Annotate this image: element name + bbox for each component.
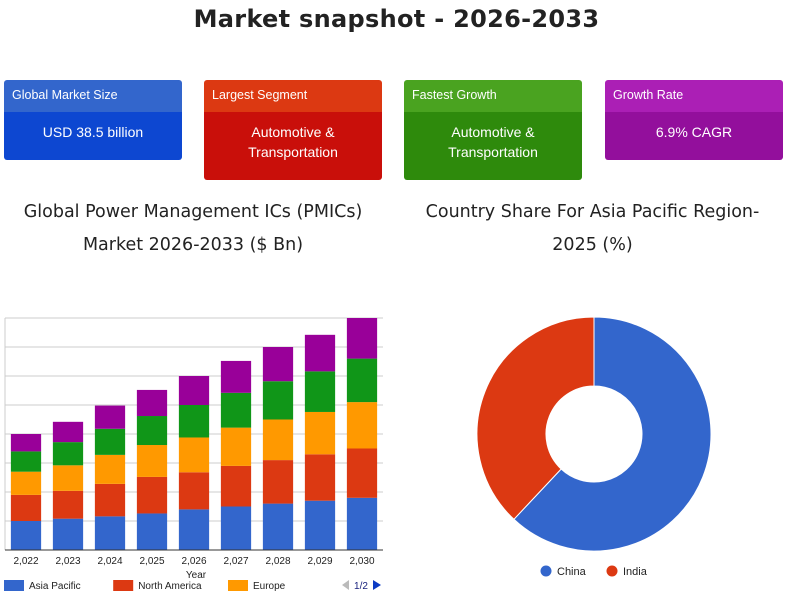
donut-slice (476, 316, 595, 520)
bar-segment (178, 437, 210, 473)
legend-next-icon[interactable] (373, 580, 381, 590)
largest-segment-card: Largest Segment Automotive & Transportat… (204, 80, 382, 180)
x-tick-label: 2,028 (265, 556, 290, 567)
bar-segment (94, 483, 126, 517)
legend-swatch (540, 565, 552, 577)
x-axis-title: Year (186, 570, 207, 581)
bar-segment (10, 494, 42, 521)
bar-segment (220, 506, 252, 550)
bar-chart-title: Global Power Management ICs (PMICs) Mark… (23, 202, 363, 255)
bar-segment (52, 442, 84, 466)
bar-segment (220, 360, 252, 393)
bar-segment (346, 318, 378, 359)
bar-segment (262, 503, 294, 550)
bar-segment (262, 460, 294, 504)
pie-chart-title: Country Share For Asia Pacific Region-20… (425, 202, 760, 255)
bar-segment (178, 472, 210, 510)
global-market-size-card: Global Market Size USD 38.5 billion (4, 80, 182, 160)
bar-segment (262, 347, 294, 382)
legend-swatch (606, 565, 618, 577)
fastest-growth-card: Fastest Growth Automotive & Transportati… (404, 80, 582, 180)
card-value: 6.9% CAGR (605, 112, 783, 160)
legend-label: North America (138, 581, 202, 592)
bar-segment (304, 411, 336, 455)
card-label: Growth Rate (605, 80, 783, 112)
bar-segment (94, 428, 126, 455)
x-tick-label: 2,024 (97, 556, 122, 567)
legend-label: China (557, 566, 587, 578)
bar-segment (220, 392, 252, 428)
bar-segment (304, 334, 336, 372)
bar-segment (94, 454, 126, 484)
bar-segment (136, 389, 168, 417)
card-label: Fastest Growth (404, 80, 582, 112)
bar-segment (10, 434, 42, 452)
bar-segment (178, 405, 210, 438)
growth-rate-card: Growth Rate 6.9% CAGR (605, 80, 783, 160)
stacked-bar-chart: 2,022 2,023 2,024 2,025 2,026 2,027 2,028 2,029… (4, 317, 383, 592)
bar-segment (52, 518, 84, 550)
donut-chart: China India (476, 316, 712, 578)
bar-segment (10, 451, 42, 472)
legend-label: Europe (253, 581, 286, 592)
x-tick-label: 2,022 (13, 556, 38, 567)
bar-segment (136, 513, 168, 550)
bar-segment (346, 497, 378, 550)
x-tick-label: 2,029 (307, 556, 332, 567)
x-tick-label: 2,026 (181, 556, 206, 567)
bar-segment (346, 358, 378, 403)
bar-segment (178, 509, 210, 550)
bar-segment (52, 421, 84, 443)
bar-segment (10, 521, 42, 550)
bar-segment (52, 490, 84, 519)
legend-label: India (623, 566, 648, 578)
bar-segment (220, 427, 252, 466)
legend-swatch (4, 580, 24, 591)
donut-slice (513, 316, 712, 552)
bar-segment (94, 516, 126, 550)
bar-segment (136, 445, 168, 477)
x-tick-label: 2,030 (349, 556, 374, 567)
bar-segment (10, 471, 42, 495)
bar-segment (136, 476, 168, 514)
x-tick-label: 2,025 (139, 556, 164, 567)
bar-segment (346, 402, 378, 449)
x-tick-label: 2,027 (223, 556, 248, 567)
bar-segment (346, 448, 378, 498)
bar-segment (304, 500, 336, 550)
card-value: USD 38.5 billion (4, 112, 182, 160)
legend-page-indicator: 1/2 (354, 581, 368, 592)
legend-prev-icon[interactable] (342, 580, 349, 590)
bar-segment (136, 416, 168, 446)
bar-segment (262, 419, 294, 461)
bar-segment (220, 465, 252, 507)
legend-swatch (113, 580, 134, 591)
card-value: Automotive & Transportation (404, 112, 582, 180)
bar-segment (304, 454, 336, 501)
page-title: Market snapshot - 2026-2033 (193, 5, 600, 33)
card-value: Automotive & Transportation (204, 112, 382, 180)
bar-segment (52, 465, 84, 491)
bar-segment (178, 376, 210, 405)
legend-swatch (228, 580, 248, 591)
x-tick-label: 2,023 (55, 556, 80, 567)
legend-label: Asia Pacific (29, 581, 81, 592)
bar-segment (94, 405, 126, 429)
card-label: Global Market Size (4, 80, 182, 112)
card-label: Largest Segment (204, 80, 382, 112)
bar-segment (304, 371, 336, 412)
bar-segment (262, 381, 294, 420)
